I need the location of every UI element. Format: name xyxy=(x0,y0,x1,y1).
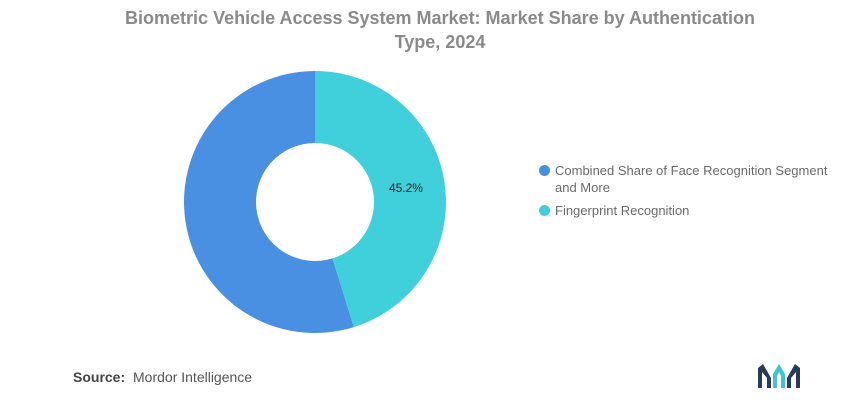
legend-item-face-recognition: Combined Share of Face Recognition Segme… xyxy=(539,162,829,196)
logo-shape-right xyxy=(787,364,800,388)
legend-label-fingerprint: Fingerprint Recognition xyxy=(555,203,690,218)
slice-face-recognition xyxy=(184,71,354,333)
legend-dot-fingerprint xyxy=(539,205,550,216)
slice-label-fingerprint: 45.2% xyxy=(389,181,423,195)
chart-legend: Combined Share of Face Recognition Segme… xyxy=(539,162,829,225)
legend-label-face-recognition: Combined Share of Face Recognition Segme… xyxy=(555,163,828,195)
source-prefix: Source: xyxy=(73,369,126,385)
slice-fingerprint xyxy=(315,71,446,328)
mordor-intelligence-logo-icon xyxy=(758,364,800,388)
chart-title: Biometric Vehicle Access System Market: … xyxy=(125,8,755,52)
legend-dot-face-recognition xyxy=(539,165,550,176)
legend-item-fingerprint: Fingerprint Recognition xyxy=(539,202,829,219)
source-note: Source: Mordor Intelligence xyxy=(73,369,252,385)
logo-shape-middle xyxy=(773,364,785,388)
source-text: Mordor Intelligence xyxy=(133,369,253,385)
logo-shape-left xyxy=(758,364,771,388)
